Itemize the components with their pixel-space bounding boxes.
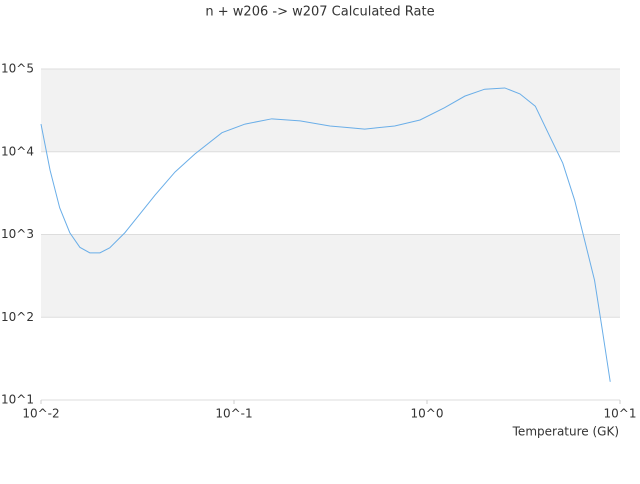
x-tick-label: 10^1	[604, 407, 637, 421]
chart-title: n + w206 -> w207 Calculated Rate	[205, 5, 434, 20]
y-tick-label: 10^1	[1, 393, 34, 407]
y-tick-label: 10^2	[1, 310, 34, 324]
x-tick-label: 10^0	[411, 407, 444, 421]
x-tick-label: 10^-2	[22, 407, 59, 421]
line	[40, 87, 611, 382]
y-tick-label: 10^4	[1, 144, 34, 158]
band	[41, 69, 620, 152]
band	[41, 234, 620, 318]
y-tick-label: 10^3	[1, 227, 34, 241]
x-tick-label: 10^-1	[215, 407, 252, 421]
y-tick-label: 10^5	[1, 62, 34, 76]
x-axis-label: Temperature (GK)	[512, 425, 619, 439]
